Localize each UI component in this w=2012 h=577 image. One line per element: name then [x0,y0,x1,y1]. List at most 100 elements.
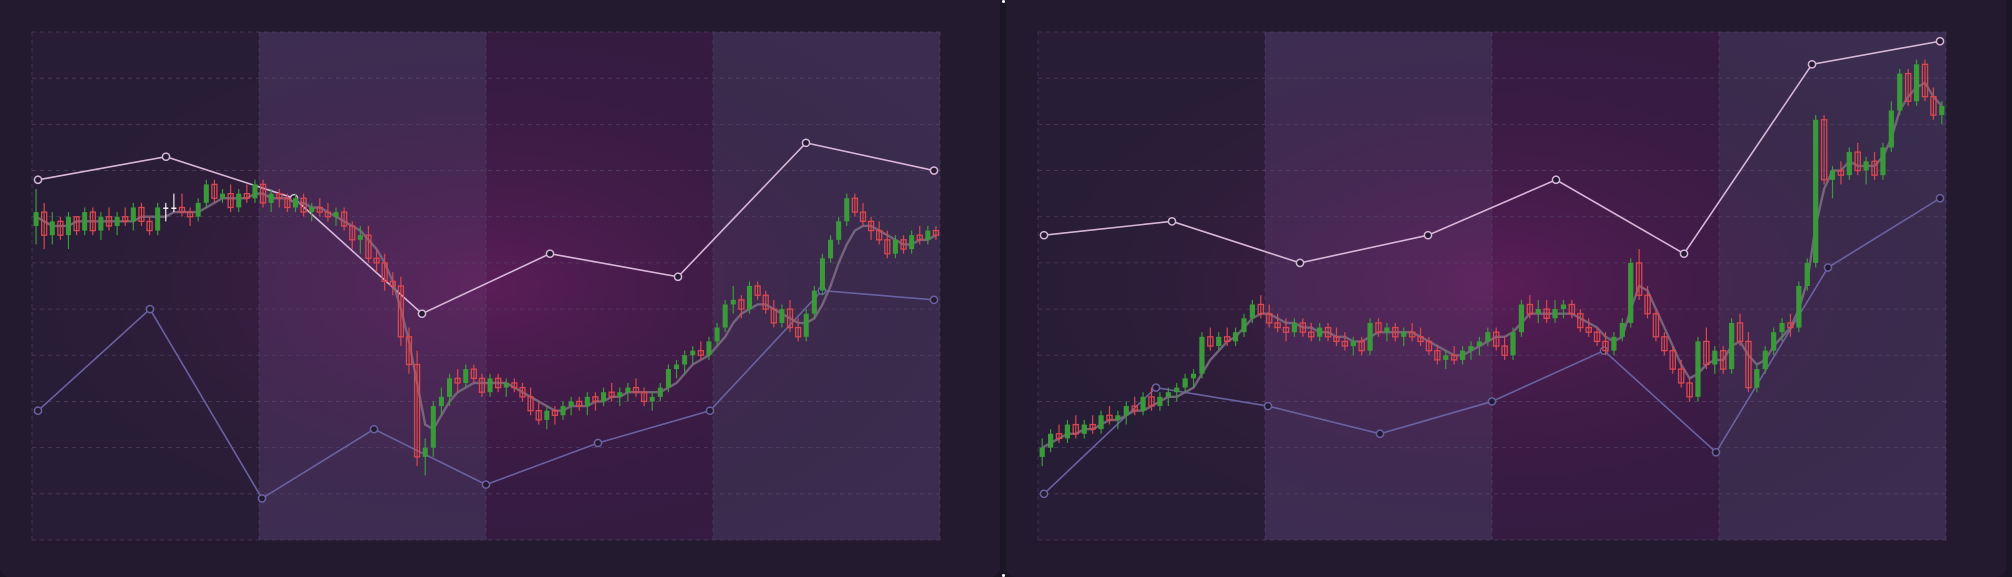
candle-body [1055,433,1063,440]
candle-body [1719,350,1727,370]
candle-body [1384,327,1390,333]
candle-body [1863,161,1869,171]
candle-body [405,336,413,366]
candle-body [1123,406,1129,416]
candle-body [1871,160,1878,176]
candle-body [130,207,136,222]
candle-body [697,350,705,356]
candle-body [1241,318,1247,333]
candle-body [1813,119,1819,263]
lower-envelope-point [593,438,603,448]
candle-body [1518,304,1525,333]
candle-body [1341,340,1349,347]
candle-body [454,377,461,384]
candle-body [867,220,875,232]
lower-envelope-point [1935,193,1945,203]
candle-body [494,377,502,389]
candle-body [527,396,534,412]
split-handle-dot-bottom [1002,574,1005,577]
moving-average-line [1041,81,1943,449]
candle-body [1619,322,1625,337]
candle-body [1897,73,1903,111]
lower-envelope-point [369,424,379,434]
candle-body [1131,405,1138,412]
candle-body [551,410,559,416]
upper-envelope-point [801,138,811,148]
candle-body [1434,350,1441,361]
candle-body [381,262,388,283]
candle-body [227,192,234,209]
candle-body [584,396,590,407]
lower-envelope-point [145,304,155,314]
candle-body [811,290,817,314]
candle-body [632,386,640,393]
candle-body [1207,336,1214,347]
candle-body [349,225,356,241]
candle-body [535,410,542,421]
candle-body [203,184,209,203]
candle-body [1408,331,1416,338]
candle-body [657,387,663,397]
candle-body [487,378,493,393]
candle-body [389,280,396,287]
candle-body [447,378,453,397]
background-glow [32,32,940,540]
candle-body [1106,414,1113,421]
chart-panel-right [1006,0,2006,577]
candle-body [876,229,883,241]
candle-body [105,216,113,227]
candle-body [1492,331,1500,347]
candle-body [819,258,825,291]
candle-body [300,197,307,213]
candle-body [568,401,574,407]
candle-body [333,212,339,217]
candle-body [1787,322,1794,329]
candle-body [1048,433,1054,448]
candle-body [186,211,194,218]
candle-body [122,216,129,222]
upper-envelope-point [417,309,427,319]
candle-body [1157,396,1163,407]
candle-body [114,216,120,226]
lower-envelope-point [33,406,43,416]
candle-body [1039,447,1045,457]
candle-body [57,220,64,236]
candle-body [1712,350,1718,365]
candle-body [1265,313,1273,324]
lower-envelope-point [705,406,715,416]
lower-envelope-point [1375,429,1385,439]
upper-envelope-point [673,272,683,282]
split-handle[interactable] [1000,0,1006,577]
candle-body [259,183,267,204]
candle-body [1450,354,1458,361]
candle-body [236,193,242,208]
candle-body [601,392,607,402]
candle-body [195,202,201,217]
candle-body [1930,96,1937,116]
candle-body [1677,368,1685,384]
candle-body [779,309,785,323]
candle-body [1257,303,1265,315]
candle-body [73,216,80,232]
candle-body [682,355,688,365]
candle-body [1064,424,1071,439]
candle-body [1182,378,1188,388]
candle-body [884,239,891,255]
candle-body [519,386,526,398]
candle-body [1299,322,1307,333]
candle-body [1232,332,1239,342]
candle-body [470,368,478,380]
split-handle-dot-top [1002,0,1005,3]
candle-body [1560,304,1567,310]
candle-body [1820,119,1828,181]
candle-body [665,369,671,388]
candle-body [33,212,39,226]
candle-body [770,308,777,324]
candle-body [754,285,761,296]
candle-body [309,207,315,213]
candle-body [478,377,486,393]
upper-envelope-point [1935,36,1945,46]
candle-body [1324,326,1332,338]
candle-body [138,206,145,222]
candle-body [1375,322,1382,333]
